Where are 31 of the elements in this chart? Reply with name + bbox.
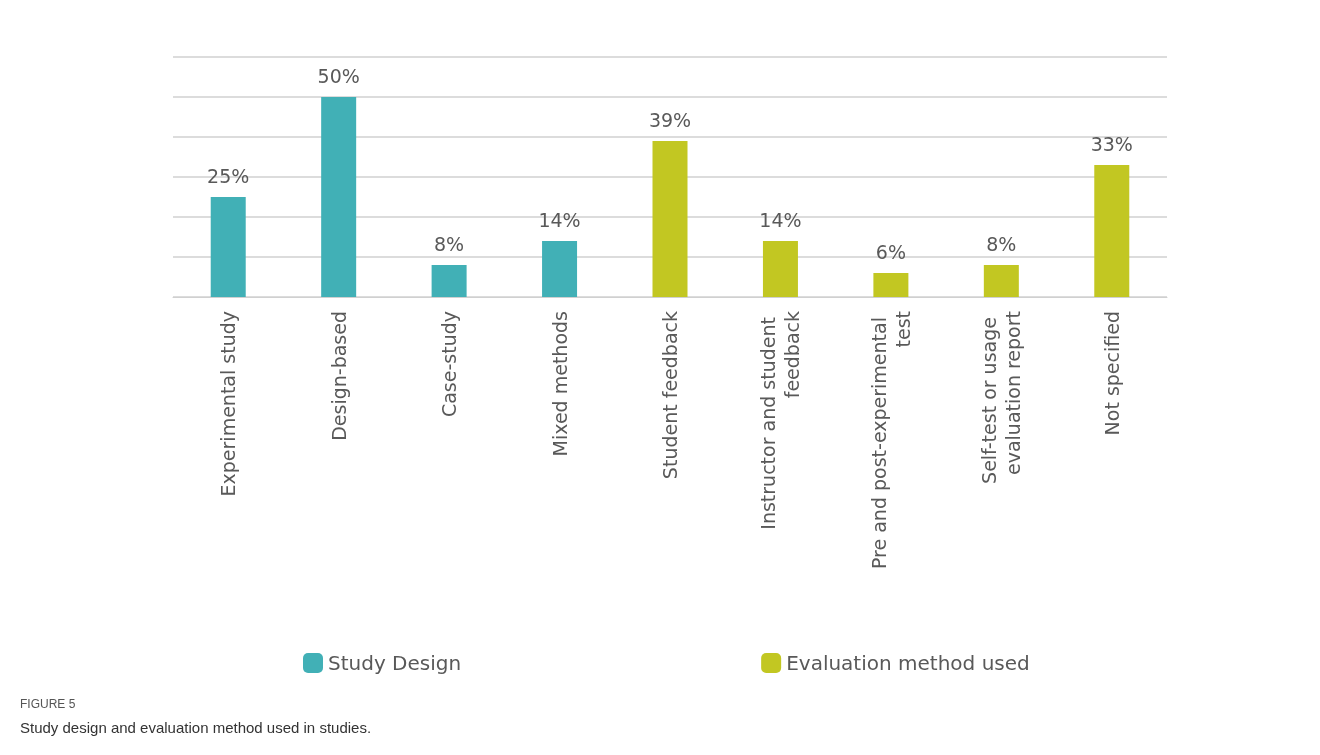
x-tick-label: Case-study xyxy=(438,311,461,418)
x-tick-label: Mixed methods xyxy=(548,311,571,457)
data-label: 14% xyxy=(538,208,581,231)
data-label: 50% xyxy=(317,64,360,87)
bar xyxy=(983,265,1019,297)
caption: FIGURE 5 xyxy=(20,697,76,711)
data-label: 39% xyxy=(648,108,692,131)
legend-label: Study Design xyxy=(328,651,462,675)
bar xyxy=(542,241,578,297)
data-label: 8% xyxy=(986,232,1017,255)
bar xyxy=(431,265,467,297)
bar xyxy=(762,241,798,297)
x-tick-label: Pre and post-experimental test xyxy=(867,311,914,570)
data-label: 8% xyxy=(434,232,465,255)
x-tick-label: Experimental study xyxy=(217,311,240,497)
x-tick-label: Self-test or usage evaluation report xyxy=(978,311,1025,484)
bar xyxy=(210,197,246,297)
x-tick-label: Design-based xyxy=(327,311,350,441)
data-label: 14% xyxy=(759,208,802,231)
legend-label: Evaluation method used xyxy=(786,651,1030,675)
x-tick-label: Student feedback xyxy=(659,311,681,480)
data-label: 25% xyxy=(207,164,250,187)
bar xyxy=(652,141,688,297)
data-label: 33% xyxy=(1090,132,1133,155)
text: Study design and evaluation method used in studies. xyxy=(20,719,372,736)
data-label: 6% xyxy=(875,240,906,263)
bar xyxy=(1094,165,1130,297)
bar xyxy=(321,97,357,297)
bar xyxy=(873,273,909,297)
x-tick-label: Not specified xyxy=(1100,311,1123,436)
x-tick-label: Instructor and student feedback xyxy=(757,311,804,530)
